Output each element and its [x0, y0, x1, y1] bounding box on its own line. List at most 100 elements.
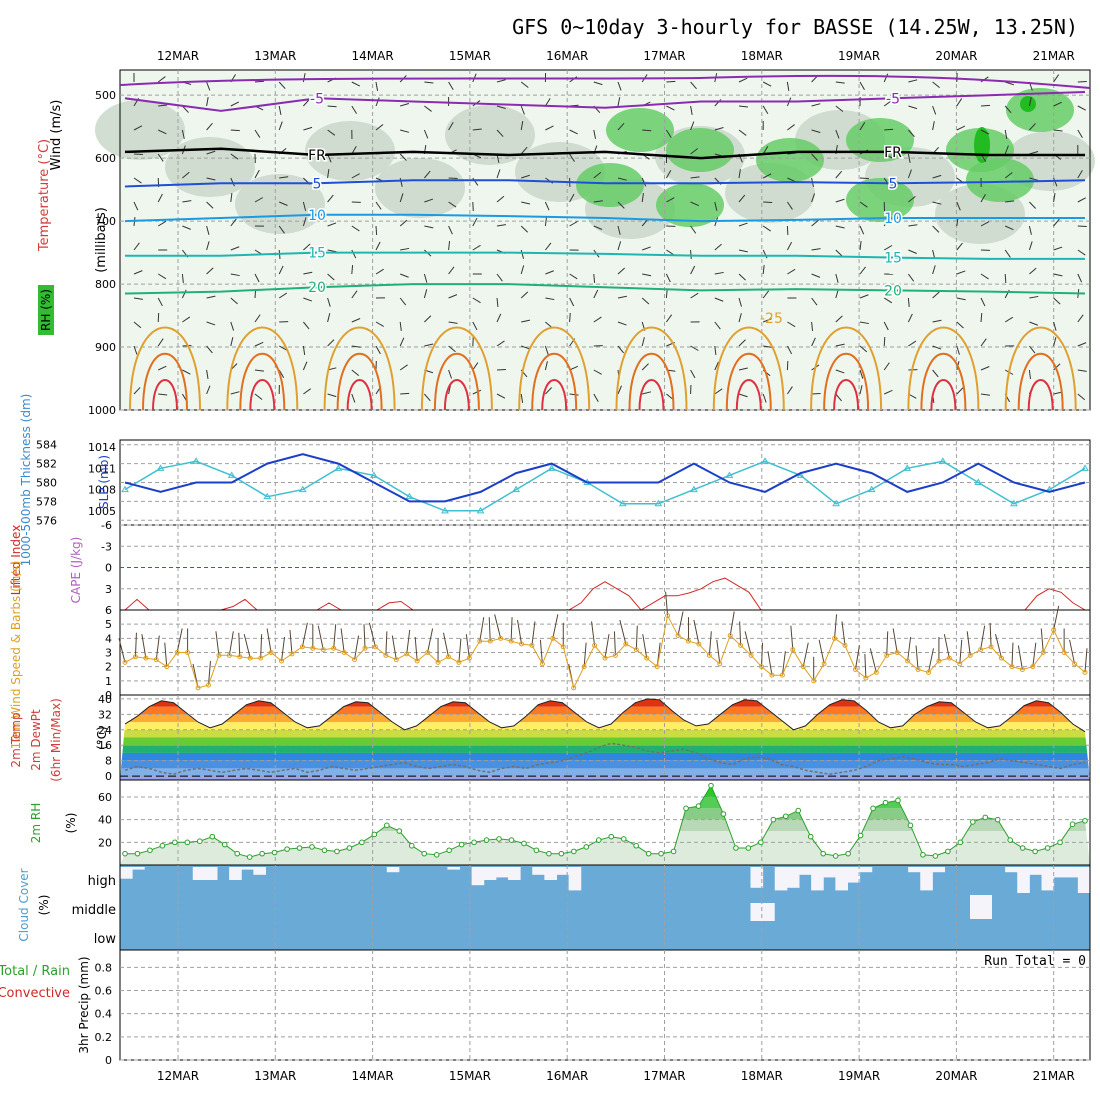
- wind-barb: [157, 129, 167, 135]
- wind-barb: [254, 369, 264, 372]
- barb: [802, 642, 809, 667]
- wind-barb: [835, 198, 845, 203]
- barb: [995, 634, 1003, 659]
- wind-point: [759, 664, 765, 670]
- wind-barb: [399, 297, 407, 306]
- wind-point: [706, 652, 712, 658]
- wind-barb: [1028, 97, 1032, 107]
- wind-barb: [472, 297, 481, 304]
- barb: [317, 625, 324, 650]
- wind-barb: [859, 321, 869, 325]
- barb: [1084, 648, 1088, 673]
- barb: [414, 636, 418, 662]
- wind-point: [132, 654, 138, 660]
- wind-barb: [786, 201, 793, 210]
- slp-point: [867, 485, 876, 493]
- rh-point: [471, 839, 477, 846]
- rh-point: [957, 839, 964, 846]
- wind-barb: [617, 225, 621, 235]
- barb: [479, 617, 485, 642]
- wind-speed-line: [124, 614, 1086, 690]
- wind-barb: [980, 338, 987, 347]
- wind-barb: [157, 338, 164, 347]
- wind-barb: [303, 243, 311, 251]
- wind-barb: [206, 345, 213, 354]
- wind-barb: [230, 321, 235, 331]
- wind-barb: [811, 219, 819, 227]
- rh-blob-moist: [846, 118, 914, 162]
- wind-barb: [617, 267, 626, 275]
- wind-barb: [738, 393, 748, 398]
- rh-point: [1044, 845, 1051, 851]
- wind-barb: [835, 225, 845, 229]
- wind-barb: [327, 249, 337, 253]
- wind-barb: [907, 153, 911, 163]
- rh-point: [857, 832, 864, 839]
- wind-barb: [520, 146, 528, 155]
- wind-point: [748, 652, 754, 658]
- wind-barb: [835, 105, 844, 112]
- wind-barb: [351, 264, 354, 275]
- wind-barb: [883, 245, 893, 251]
- rh-point: [720, 811, 727, 817]
- precip-panel: Run Total = 0 0.8 0.6 0.4 0.2 0 Total / Rain C…: [0, 949, 1091, 1067]
- rh-point: [384, 822, 390, 829]
- wind-barb: [206, 267, 214, 275]
- barb: [238, 632, 241, 657]
- rh2m-panel: 60 40 20 2m RH (%): [29, 779, 1091, 866]
- wind-barb: [351, 225, 360, 232]
- barb: [1017, 645, 1023, 670]
- wind-barb: [569, 273, 578, 280]
- wind-barb: [738, 339, 746, 347]
- wind-barb: [182, 200, 192, 203]
- wind-barb: [617, 122, 625, 131]
- isotherm-30: [1017, 352, 1064, 411]
- wind-barb: [496, 169, 501, 179]
- isotherm-label: 5: [889, 176, 898, 192]
- wind-barb: [859, 345, 868, 353]
- isotherm-30: [336, 352, 383, 411]
- wind-barb: [690, 121, 695, 131]
- high-cloud-gap: [192, 867, 206, 880]
- wind-barb: [956, 321, 964, 329]
- slp-point: [192, 457, 200, 464]
- wind-barb: [1053, 74, 1060, 83]
- y-tick-label: 0.4: [95, 1008, 113, 1021]
- date-label-bottom: 18MAR: [741, 1069, 783, 1083]
- rh-point: [969, 819, 976, 825]
- wind-point: [560, 644, 566, 650]
- rh-point: [521, 840, 527, 847]
- wind-barb: [666, 80, 676, 83]
- wind-point: [226, 652, 232, 658]
- rh-point: [346, 845, 353, 851]
- barb: [333, 624, 337, 649]
- wind-barb: [690, 369, 696, 379]
- high-cloud-gap: [799, 867, 812, 875]
- wind-barb: [206, 122, 213, 131]
- rh-point: [733, 845, 739, 851]
- rh-point: [945, 848, 951, 855]
- wind-barb: [520, 291, 529, 299]
- rh-point: [134, 850, 141, 857]
- barb: [708, 631, 712, 656]
- high-cloud-gap: [204, 867, 218, 880]
- wind-barb: [1077, 393, 1086, 401]
- rh-point: [1069, 821, 1076, 828]
- date-label-bottom: 14MAR: [352, 1069, 394, 1083]
- wind-barb: [400, 129, 410, 133]
- date-label-top: 14MAR: [352, 49, 394, 63]
- barb: [619, 619, 627, 645]
- high-cloud-gap: [1029, 867, 1042, 875]
- barb: [458, 638, 462, 663]
- high-cloud-gap: [556, 867, 570, 875]
- wind-barb: [448, 81, 454, 90]
- isotherm-30: [823, 352, 870, 411]
- wind-barb: [569, 297, 575, 307]
- wind-barb: [206, 97, 209, 107]
- date-label-bottom: 21MAR: [1033, 1069, 1075, 1083]
- wind-barb: [230, 193, 233, 203]
- wind-barb: [424, 198, 434, 203]
- wind-barb: [690, 201, 700, 207]
- rh-point: [845, 850, 851, 857]
- wind-barb: [230, 177, 235, 187]
